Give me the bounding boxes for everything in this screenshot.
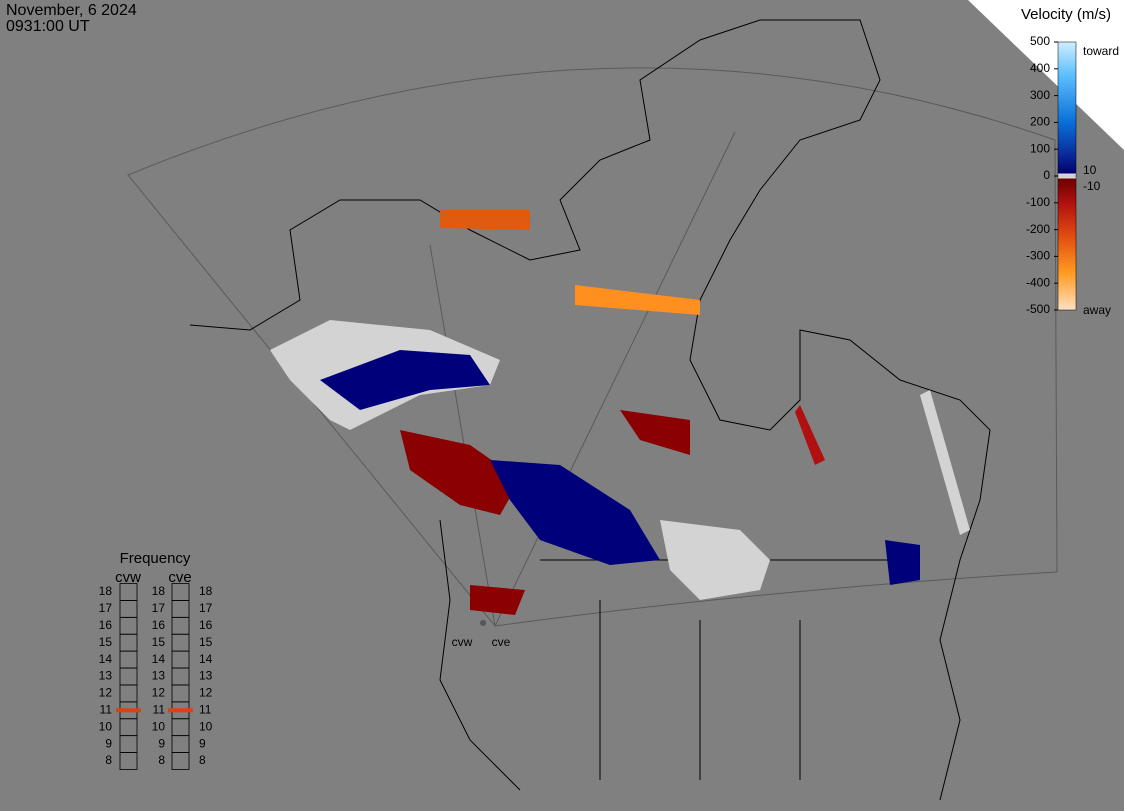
- frequency-tick-label: 14: [99, 652, 113, 666]
- frequency-cell: [119, 600, 138, 618]
- frequency-title: Frequency: [120, 550, 191, 567]
- frequency-tick-label: 17: [152, 601, 166, 615]
- frequency-tick-label: 13: [152, 669, 166, 683]
- frequency-cell: [171, 616, 190, 635]
- frequency-tick-label: 8: [105, 753, 112, 767]
- frequency-tick-label: 12: [199, 686, 213, 700]
- frequency-cell: [119, 667, 138, 686]
- frequency-cell: [171, 684, 190, 703]
- colorbar-tick-label: 400: [1030, 61, 1050, 75]
- colorbar-tick-label: -200: [1026, 222, 1050, 236]
- frequency-tick-label: 14: [199, 652, 213, 666]
- colorbar-tick-label: -400: [1026, 275, 1050, 289]
- velocity-cells: [270, 210, 970, 615]
- frequency-tick-label: 10: [152, 719, 166, 733]
- colorbar: [1057, 41, 1077, 311]
- colorbar-bottom-label: away: [1083, 303, 1111, 317]
- frequency-column-label: cve: [168, 569, 191, 586]
- colorbar-tick-label: 200: [1030, 115, 1050, 129]
- frequency-tick-label: 12: [99, 686, 113, 700]
- frequency-tick-label: 15: [199, 635, 213, 649]
- colorbar-tick-label: -100: [1026, 195, 1050, 209]
- frequency-tick-label: 12: [152, 686, 166, 700]
- colorbar-tick-label: 500: [1030, 34, 1050, 48]
- frequency-tick-label: 15: [99, 635, 113, 649]
- frequency-cell: [171, 583, 190, 601]
- colorbar-inner-label: -10: [1083, 179, 1101, 193]
- frequency-tick-label: 16: [199, 618, 213, 632]
- frequency-tick-label: 9: [158, 736, 165, 750]
- frequency-tick-label: 10: [99, 719, 113, 733]
- frequency-cell: [171, 667, 190, 686]
- frequency-cell: [119, 633, 138, 652]
- colorbar-top-label: toward: [1083, 44, 1119, 58]
- frequency-tick-label: 15: [152, 635, 166, 649]
- frequency-marker: [116, 708, 141, 713]
- frequency-tick-label: 16: [152, 618, 166, 632]
- colorbar-tick-label: 300: [1030, 88, 1050, 102]
- fov-beams: [429, 131, 736, 627]
- frequency-tick-label: 9: [105, 736, 112, 750]
- frequency-tick-label: 13: [99, 669, 113, 683]
- frequency-tick-label: 13: [199, 669, 213, 683]
- frequency-cell: [119, 752, 138, 770]
- frequency-tick-label: 11: [100, 702, 113, 716]
- colorbar-tick-label: 0: [1043, 168, 1050, 182]
- frequency-cell: [119, 583, 138, 601]
- date-label: November, 6 2024: [6, 2, 137, 19]
- colorbar-tick-label: -300: [1026, 249, 1050, 263]
- frequency-column-label: cvw: [115, 569, 141, 586]
- time-label: 0931:00 UT: [6, 18, 90, 35]
- corner-panel: [968, 0, 1124, 150]
- frequency-tick-label: 11: [153, 702, 166, 716]
- fov-outline: [127, 67, 1058, 627]
- frequency-marker: [168, 708, 193, 713]
- frequency-tick-label: 11: [199, 702, 212, 716]
- colorbar-tick-label: -500: [1026, 302, 1050, 316]
- frequency-cell: [171, 633, 190, 652]
- frequency-tick-label: 16: [99, 618, 113, 632]
- radar-site: [480, 620, 486, 626]
- frequency-tick-label: 8: [158, 753, 165, 767]
- radar-label: cvw: [452, 635, 473, 649]
- frequency-tick-label: 18: [199, 584, 213, 598]
- frequency-cell: [119, 735, 138, 753]
- coastlines: [189, 19, 991, 801]
- frequency-cell: [171, 718, 190, 737]
- frequency-cell: [171, 650, 190, 669]
- frequency-tick-label: 9: [199, 736, 206, 750]
- frequency-cell: [119, 684, 138, 703]
- frequency-tick-label: 14: [152, 652, 166, 666]
- frequency-cell: [171, 600, 190, 618]
- frequency-tick-label: 17: [199, 601, 213, 615]
- colorbar-tick-label: 100: [1030, 141, 1050, 155]
- radar-label: cve: [492, 635, 511, 649]
- frequency-tick-label: 18: [99, 584, 113, 598]
- colorbar-title: Velocity (m/s): [1021, 6, 1111, 23]
- frequency-cell: [119, 650, 138, 669]
- frequency-cell: [171, 752, 190, 770]
- frequency-cell: [119, 616, 138, 635]
- frequency-tick-label: 18: [152, 584, 166, 598]
- colorbar-inner-label: 10: [1083, 163, 1097, 177]
- frequency-cell: [171, 735, 190, 753]
- frequency-tick-label: 10: [199, 719, 213, 733]
- frequency-tick-label: 8: [199, 753, 206, 767]
- frequency-cell: [119, 718, 138, 737]
- frequency-tick-label: 17: [99, 601, 113, 615]
- colorbar-ticks: 500 400 300 200 100 0 -100 -200 -300 -400 -500 10 -1…: [1026, 34, 1101, 316]
